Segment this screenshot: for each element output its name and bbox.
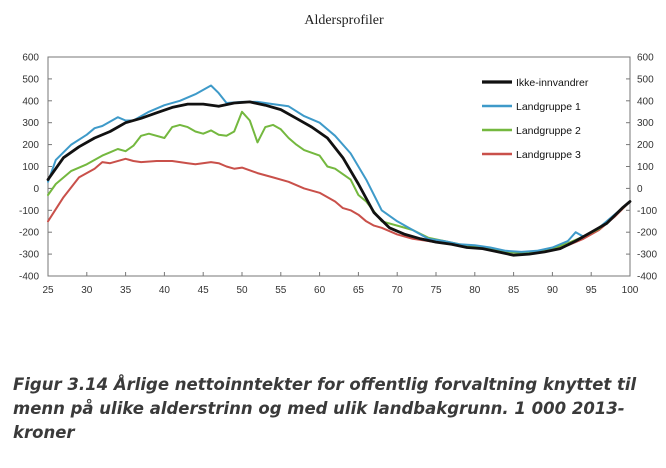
y-tick-label-right: 0 xyxy=(637,184,643,195)
legend-label: Ikke-innvandrer xyxy=(516,77,589,89)
y-tick-label-right: -400 xyxy=(637,272,657,283)
y-tick-label-left: 300 xyxy=(22,118,39,129)
x-tick-label: 65 xyxy=(353,285,365,296)
x-tick-label: 30 xyxy=(81,285,93,296)
x-tick-label: 60 xyxy=(314,285,326,296)
legend-label: Landgruppe 1 xyxy=(516,101,581,113)
x-tick-label: 35 xyxy=(120,285,132,296)
y-tick-label-left: 500 xyxy=(22,74,39,85)
y-tick-label-right: -200 xyxy=(637,228,657,239)
x-tick-label: 50 xyxy=(236,285,248,296)
y-tick-label-right: -100 xyxy=(637,206,657,217)
x-tick-label: 70 xyxy=(392,285,404,296)
x-tick-label: 75 xyxy=(430,285,442,296)
series-lines xyxy=(46,84,632,257)
y-tick-label-right: 400 xyxy=(637,96,654,107)
x-tick-label: 45 xyxy=(198,285,210,296)
legend-label: Landgruppe 2 xyxy=(516,125,581,137)
x-tick-label: 100 xyxy=(622,285,639,296)
y-tick-label-left: -300 xyxy=(19,250,39,261)
series-line-landgruppe-1 xyxy=(47,84,631,253)
chart: Aldersprofiler -400 -400 -300 -300 -200 -200-… xyxy=(19,13,657,297)
x-tick-label: 40 xyxy=(159,285,171,296)
y-tick-label-left: 0 xyxy=(33,184,39,195)
y-tick-label-left: 100 xyxy=(22,162,39,173)
series-line-ikke-innvandrer xyxy=(46,100,632,257)
legend-label: Landgruppe 3 xyxy=(516,149,581,161)
x-tick-label: 85 xyxy=(508,285,520,296)
x-tick-label: 80 xyxy=(469,285,481,296)
y-tick-label-left: -200 xyxy=(19,228,39,239)
x-tick-label: 95 xyxy=(586,285,598,296)
y-tick-label-left: 400 xyxy=(22,96,39,107)
chart-title: Aldersprofiler xyxy=(304,13,384,28)
y-tick-label-right: 600 xyxy=(637,53,654,64)
series-line-landgruppe-3 xyxy=(47,157,631,254)
plot-area-frame xyxy=(47,56,631,277)
y-tick-label-left: -400 xyxy=(19,272,39,283)
y-tick-label-right: 300 xyxy=(637,118,654,129)
x-tick-label: 25 xyxy=(42,285,54,296)
y-tick-label-left: -100 xyxy=(19,206,39,217)
y-tick-label-left: 200 xyxy=(22,140,39,151)
x-tick-label: 55 xyxy=(275,285,287,296)
y-tick-label-right: -300 xyxy=(637,250,657,261)
y-tick-label-right: 500 xyxy=(637,74,654,85)
figure-caption: Figur 3.14 Årlige nettoinntekter for off… xyxy=(13,375,637,442)
y-tick-label-right: 100 xyxy=(637,162,654,173)
x-tick-label: 90 xyxy=(547,285,559,296)
legend: Ikke-innvandrer Landgruppe 1 Landgruppe 2 L… xyxy=(482,77,589,161)
axis-ticks: -400 -400 -300 -300 -200 -200 -100 -100 0 0 100 100… xyxy=(19,53,657,297)
chart-svg: Aldersprofiler -400 -400-300 -300-200 -200-… xyxy=(19,13,657,297)
series-line-landgruppe-2 xyxy=(47,110,631,254)
y-tick-label-right: 200 xyxy=(637,140,654,151)
y-tick-label-left: 600 xyxy=(22,53,39,64)
